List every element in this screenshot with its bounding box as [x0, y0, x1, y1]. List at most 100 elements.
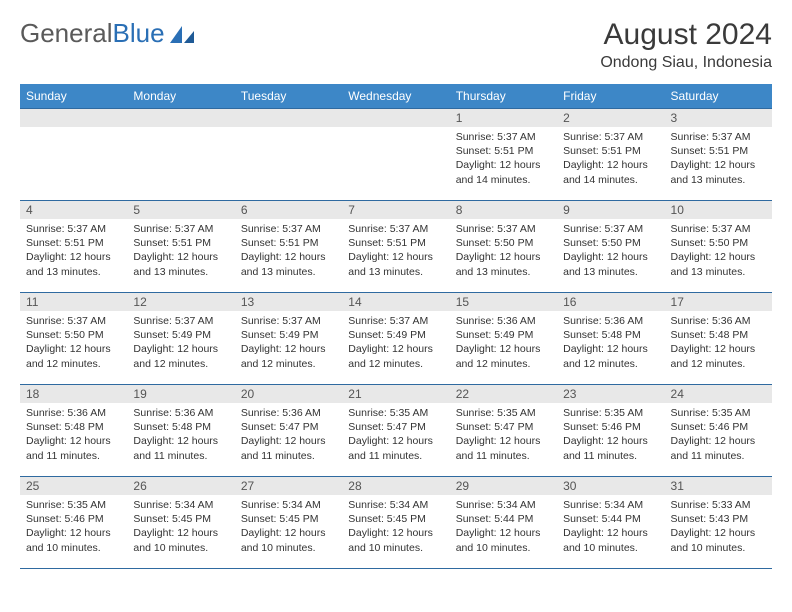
day-content: Sunrise: 5:35 AMSunset: 5:46 PMDaylight:… — [557, 403, 664, 467]
sunrise-line: Sunrise: 5:34 AM — [348, 498, 443, 512]
calendar-cell — [342, 109, 449, 201]
sunset-line: Sunset: 5:51 PM — [133, 236, 228, 250]
sunset-line: Sunset: 5:51 PM — [563, 144, 658, 158]
calendar-cell: 1Sunrise: 5:37 AMSunset: 5:51 PMDaylight… — [450, 109, 557, 201]
calendar-cell: 11Sunrise: 5:37 AMSunset: 5:50 PMDayligh… — [20, 293, 127, 385]
day-content: Sunrise: 5:37 AMSunset: 5:51 PMDaylight:… — [20, 219, 127, 283]
daylight-line: Daylight: 12 hours and 14 minutes. — [563, 158, 658, 186]
daylight-line: Daylight: 12 hours and 10 minutes. — [348, 526, 443, 554]
calendar-cell: 13Sunrise: 5:37 AMSunset: 5:49 PMDayligh… — [235, 293, 342, 385]
day-content: Sunrise: 5:34 AMSunset: 5:45 PMDaylight:… — [127, 495, 234, 559]
day-number: 26 — [127, 477, 234, 495]
sunset-line: Sunset: 5:47 PM — [348, 420, 443, 434]
weekday-wednesday: Wednesday — [342, 84, 449, 109]
daylight-line: Daylight: 12 hours and 10 minutes. — [241, 526, 336, 554]
sunrise-line: Sunrise: 5:35 AM — [348, 406, 443, 420]
day-content: Sunrise: 5:37 AMSunset: 5:49 PMDaylight:… — [235, 311, 342, 375]
sunset-line: Sunset: 5:51 PM — [671, 144, 766, 158]
sunrise-line: Sunrise: 5:37 AM — [26, 222, 121, 236]
sunrise-line: Sunrise: 5:34 AM — [456, 498, 551, 512]
day-content: Sunrise: 5:36 AMSunset: 5:47 PMDaylight:… — [235, 403, 342, 467]
day-number: 18 — [20, 385, 127, 403]
calendar-cell: 22Sunrise: 5:35 AMSunset: 5:47 PMDayligh… — [450, 385, 557, 477]
calendar-cell: 31Sunrise: 5:33 AMSunset: 5:43 PMDayligh… — [665, 477, 772, 569]
sunrise-line: Sunrise: 5:36 AM — [133, 406, 228, 420]
sunrise-line: Sunrise: 5:37 AM — [563, 222, 658, 236]
calendar-cell: 6Sunrise: 5:37 AMSunset: 5:51 PMDaylight… — [235, 201, 342, 293]
day-content: Sunrise: 5:34 AMSunset: 5:44 PMDaylight:… — [557, 495, 664, 559]
sunset-line: Sunset: 5:48 PM — [671, 328, 766, 342]
day-number: 17 — [665, 293, 772, 311]
day-number: 5 — [127, 201, 234, 219]
sunset-line: Sunset: 5:51 PM — [456, 144, 551, 158]
day-content: Sunrise: 5:37 AMSunset: 5:50 PMDaylight:… — [450, 219, 557, 283]
sunset-line: Sunset: 5:44 PM — [456, 512, 551, 526]
day-number: 22 — [450, 385, 557, 403]
sunset-line: Sunset: 5:44 PM — [563, 512, 658, 526]
sunset-line: Sunset: 5:47 PM — [456, 420, 551, 434]
calendar-cell: 7Sunrise: 5:37 AMSunset: 5:51 PMDaylight… — [342, 201, 449, 293]
calendar-cell: 14Sunrise: 5:37 AMSunset: 5:49 PMDayligh… — [342, 293, 449, 385]
day-number: 10 — [665, 201, 772, 219]
calendar-cell: 24Sunrise: 5:35 AMSunset: 5:46 PMDayligh… — [665, 385, 772, 477]
day-content: Sunrise: 5:34 AMSunset: 5:44 PMDaylight:… — [450, 495, 557, 559]
day-content: Sunrise: 5:37 AMSunset: 5:50 PMDaylight:… — [665, 219, 772, 283]
day-content: Sunrise: 5:37 AMSunset: 5:51 PMDaylight:… — [450, 127, 557, 191]
sunrise-line: Sunrise: 5:37 AM — [133, 222, 228, 236]
day-number: 19 — [127, 385, 234, 403]
sunset-line: Sunset: 5:51 PM — [348, 236, 443, 250]
calendar-table: Sunday Monday Tuesday Wednesday Thursday… — [20, 84, 772, 569]
day-number: 28 — [342, 477, 449, 495]
day-number: 14 — [342, 293, 449, 311]
calendar-row: 11Sunrise: 5:37 AMSunset: 5:50 PMDayligh… — [20, 293, 772, 385]
sunset-line: Sunset: 5:45 PM — [133, 512, 228, 526]
day-content: Sunrise: 5:36 AMSunset: 5:49 PMDaylight:… — [450, 311, 557, 375]
calendar-cell: 28 Sunrise: 5:34 AMSunset: 5:45 PMDayligh… — [342, 477, 449, 569]
calendar-cell: 20Sunrise: 5:36 AMSunset: 5:47 PMDayligh… — [235, 385, 342, 477]
day-content: Sunrise: 5:34 AMSunset: 5:45 PMDaylight:… — [235, 495, 342, 559]
day-number: 29 — [450, 477, 557, 495]
calendar-row: 18Sunrise: 5:36 AMSunset: 5:48 PMDayligh… — [20, 385, 772, 477]
day-content: Sunrise: 5:36 AMSunset: 5:48 PMDaylight:… — [20, 403, 127, 467]
day-content: Sunrise: 5:36 AMSunset: 5:48 PMDaylight:… — [127, 403, 234, 467]
daylight-line: Daylight: 12 hours and 13 minutes. — [26, 250, 121, 278]
sunset-line: Sunset: 5:49 PM — [456, 328, 551, 342]
sunset-line: Sunset: 5:50 PM — [563, 236, 658, 250]
logo-text-blue: Blue — [113, 18, 165, 49]
calendar-cell: 5Sunrise: 5:37 AMSunset: 5:51 PMDaylight… — [127, 201, 234, 293]
day-content: Sunrise: 5:37 AMSunset: 5:49 PMDaylight:… — [342, 311, 449, 375]
day-number: 31 — [665, 477, 772, 495]
sunset-line: Sunset: 5:45 PM — [348, 512, 443, 526]
sunrise-line: Sunrise: 5:37 AM — [241, 314, 336, 328]
sunrise-line: Sunrise: 5:37 AM — [241, 222, 336, 236]
daylight-line: Daylight: 12 hours and 11 minutes. — [241, 434, 336, 462]
calendar-cell: 17Sunrise: 5:36 AMSunset: 5:48 PMDayligh… — [665, 293, 772, 385]
day-number: 8 — [450, 201, 557, 219]
calendar-cell: 4Sunrise: 5:37 AMSunset: 5:51 PMDaylight… — [20, 201, 127, 293]
sunrise-line: Sunrise: 5:37 AM — [563, 130, 658, 144]
sunrise-line: Sunrise: 5:33 AM — [671, 498, 766, 512]
sunrise-line: Sunrise: 5:35 AM — [456, 406, 551, 420]
calendar-cell: 26Sunrise: 5:34 AMSunset: 5:45 PMDayligh… — [127, 477, 234, 569]
sunset-line: Sunset: 5:51 PM — [241, 236, 336, 250]
daylight-line: Daylight: 12 hours and 12 minutes. — [563, 342, 658, 370]
day-number — [20, 109, 127, 127]
day-content: Sunrise: 5:36 AMSunset: 5:48 PMDaylight:… — [557, 311, 664, 375]
sunset-line: Sunset: 5:49 PM — [241, 328, 336, 342]
logo: GeneralBlue — [20, 18, 196, 49]
calendar-cell: 3Sunrise: 5:37 AMSunset: 5:51 PMDaylight… — [665, 109, 772, 201]
sunrise-line: Sunrise: 5:34 AM — [133, 498, 228, 512]
day-content: Sunrise: 5:37 AMSunset: 5:49 PMDaylight:… — [127, 311, 234, 375]
sunset-line: Sunset: 5:49 PM — [133, 328, 228, 342]
sunset-line: Sunset: 5:43 PM — [671, 512, 766, 526]
day-number: 25 — [20, 477, 127, 495]
sunrise-line: Sunrise: 5:34 AM — [241, 498, 336, 512]
calendar-cell: 18Sunrise: 5:36 AMSunset: 5:48 PMDayligh… — [20, 385, 127, 477]
sunrise-line: Sunrise: 5:37 AM — [348, 314, 443, 328]
sunset-line: Sunset: 5:51 PM — [26, 236, 121, 250]
weekday-header-row: Sunday Monday Tuesday Wednesday Thursday… — [20, 84, 772, 109]
sunrise-line: Sunrise: 5:37 AM — [456, 222, 551, 236]
sunrise-line: Sunrise: 5:36 AM — [241, 406, 336, 420]
sunset-line: Sunset: 5:45 PM — [241, 512, 336, 526]
daylight-line: Daylight: 12 hours and 11 minutes. — [26, 434, 121, 462]
